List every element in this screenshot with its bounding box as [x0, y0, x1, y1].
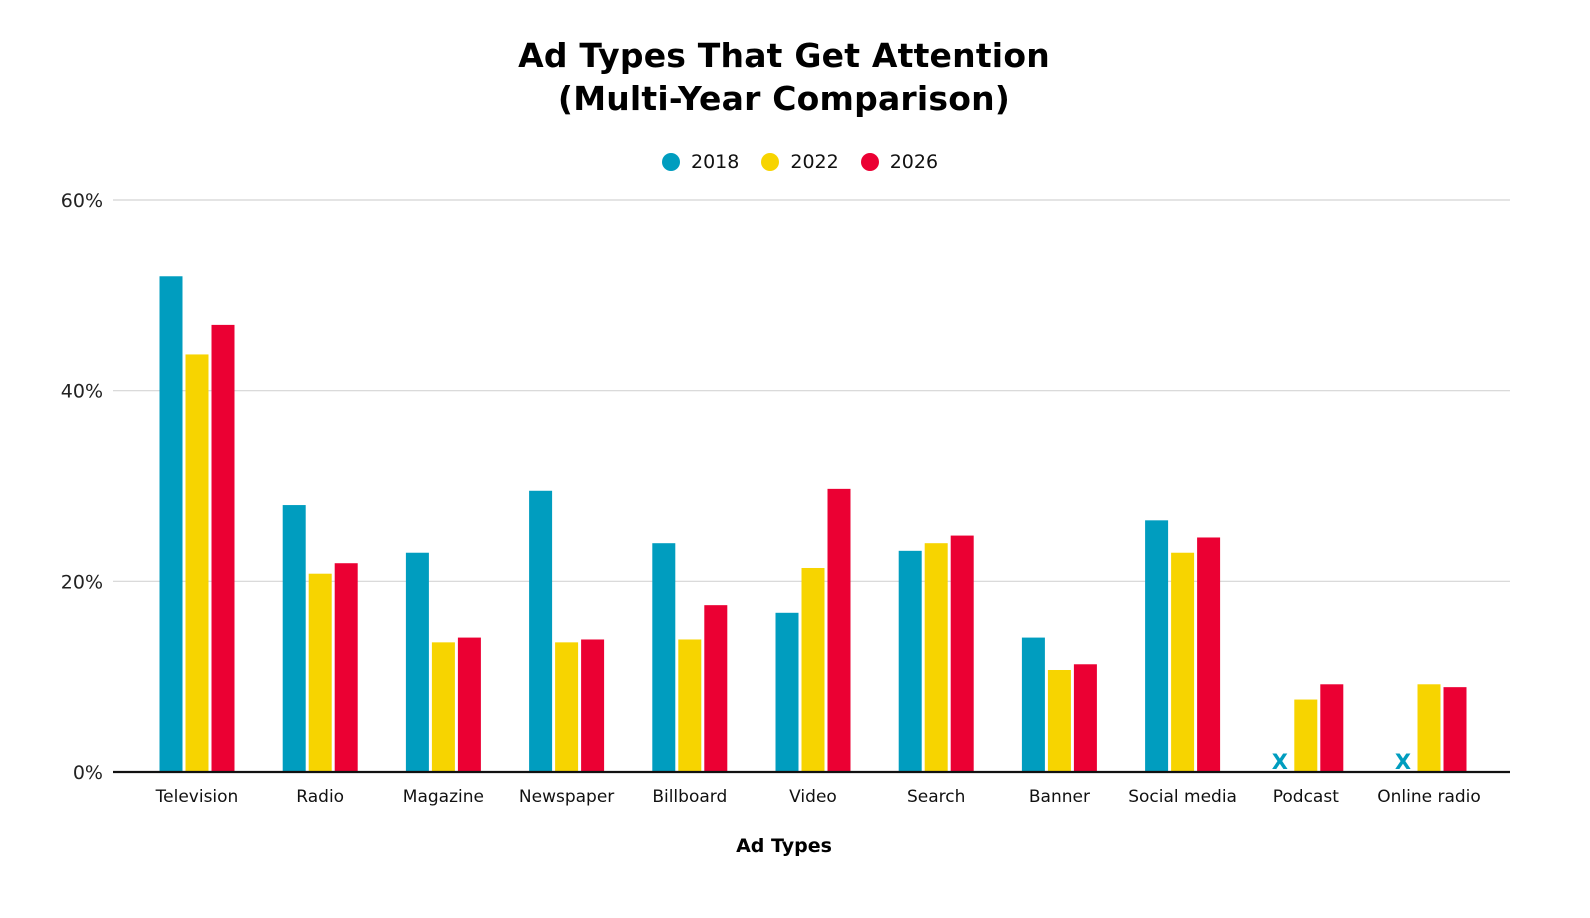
bar-2018 [529, 490, 553, 772]
bar-2018 [282, 505, 306, 772]
bar-2018 [1021, 637, 1045, 772]
bar-2018 [1145, 520, 1169, 772]
x-tick-label: Online radio [1377, 787, 1481, 807]
y-tick-label: 40% [61, 381, 103, 403]
bar-2022 [924, 543, 948, 772]
x-tick-label: Television [155, 787, 239, 807]
bar-2026 [1443, 687, 1467, 772]
bar-2022 [1171, 552, 1195, 772]
legend-label-2022: 2022 [790, 151, 839, 173]
x-tick-label: Radio [296, 787, 344, 807]
chart-title-line-1: Ad Types That Get Attention [518, 36, 1050, 75]
bar-2026 [1197, 537, 1221, 772]
bar-2018 [775, 612, 799, 772]
legend-item-2026[interactable]: 2026 [860, 151, 939, 173]
x-tick-label: Podcast [1273, 787, 1339, 807]
legend: 2018 2022 2026 [662, 151, 938, 173]
legend-label-2018: 2018 [691, 151, 740, 173]
x-tick-label: Social media [1128, 787, 1237, 807]
bar-2022 [185, 354, 209, 772]
y-tick-label: 60% [61, 190, 103, 212]
x-tick-label: Banner [1029, 787, 1090, 807]
bar-2026 [334, 563, 358, 772]
bar-2018 [652, 543, 676, 772]
y-axis-ticks: 0% 20% 40% 60% [61, 190, 103, 784]
x-axis-labels: Television Radio Magazine Newspaper Billboar… [155, 787, 1481, 807]
chart-title-line-2: (Multi-Year Comparison) [557, 79, 1011, 118]
legend-swatch-2022 [761, 153, 780, 171]
gridlines [113, 199, 1510, 582]
bar-2026 [1073, 664, 1097, 772]
x-tick-label: Magazine [403, 787, 484, 807]
bar-2022 [1047, 669, 1071, 772]
missing-value-marker: X [1395, 750, 1411, 774]
bar-2022 [1417, 684, 1441, 772]
bar-2022 [555, 642, 579, 772]
bar-2018 [898, 550, 922, 772]
bar-2026 [457, 637, 481, 772]
bar-2022 [431, 642, 455, 772]
bar-2022 [308, 573, 332, 772]
x-tick-label: Video [789, 787, 837, 807]
legend-swatch-2018 [662, 153, 680, 171]
x-tick-label: Search [907, 787, 965, 807]
bar-2022 [678, 639, 702, 772]
bar-2022 [801, 567, 825, 772]
bar-2018 [405, 552, 429, 772]
legend-label-2026: 2026 [889, 151, 939, 173]
bar-2026 [704, 605, 728, 772]
bar-2026 [211, 324, 235, 772]
legend-swatch-2026 [860, 153, 879, 171]
chart-title: Ad Types That Get Attention (Multi-Year … [0, 34, 1568, 120]
bar-2022 [1294, 699, 1318, 772]
x-axis-title: Ad Types [736, 835, 832, 857]
missing-value-marker: X [1272, 750, 1288, 774]
bar-2026 [581, 639, 605, 772]
x-tick-label: Billboard [652, 787, 727, 807]
bar-2018 [159, 276, 183, 772]
x-tick-label: Newspaper [519, 787, 614, 807]
bar-2026 [1320, 684, 1344, 772]
bar-2026 [827, 488, 851, 772]
y-tick-label: 20% [61, 571, 103, 593]
y-tick-label: 0% [73, 762, 103, 784]
legend-item-2022[interactable]: 2022 [761, 151, 839, 173]
legend-item-2018[interactable]: 2018 [662, 151, 739, 173]
bar-2026 [950, 535, 974, 772]
